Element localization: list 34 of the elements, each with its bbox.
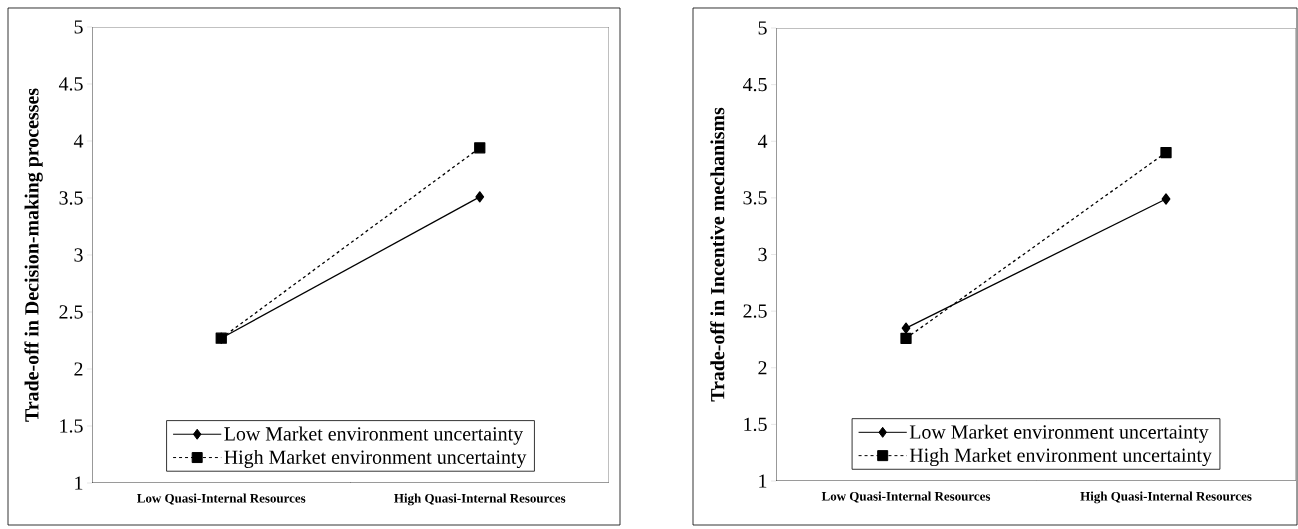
y-tick-label: 1.5 (744, 417, 767, 432)
y-tick-label: 2 (74, 362, 83, 376)
point (901, 322, 911, 334)
y-tick-label: 3 (758, 247, 767, 262)
y-tick-label: 3.5 (743, 191, 767, 205)
y-tick-label: 2.5 (59, 305, 83, 319)
y-tick-label: 4 (757, 134, 768, 148)
x-tick-label: Low Quasi-Internal Resources (137, 493, 306, 505)
point (474, 142, 486, 154)
y-tick-label: 3 (74, 248, 83, 262)
y-tick-label: 1.5 (60, 419, 83, 433)
y-tick-label: 2.5 (743, 304, 767, 318)
y-tick-label: 4.5 (742, 77, 767, 92)
y-tick-label: 1 (75, 476, 83, 490)
y-tick-label: 5 (758, 21, 767, 35)
x-tick-label: High Quasi-Internal Resources (1080, 491, 1252, 504)
y-tick-label: 1 (759, 474, 767, 488)
legend-label: Low Market environment uncertainty (909, 424, 1209, 443)
legend-label: Low Market environment uncertainty (224, 426, 524, 445)
point (1160, 146, 1172, 159)
x-tick-label: High Quasi-Internal Resources (394, 493, 566, 506)
point (900, 332, 912, 344)
legend-label: High Market environment uncertainty (909, 447, 1212, 467)
y-tick-label: 4.5 (58, 77, 83, 91)
point (1161, 193, 1171, 205)
legend-label: High Market environment uncertainty (224, 449, 527, 469)
y-axis-title: Trade-off in Incentive mechanisms (710, 107, 725, 402)
y-tick-label: 4 (73, 134, 84, 148)
y-axis-title: Trade-off in Decision-making processes (24, 88, 43, 422)
y-tick-label: 2 (758, 361, 767, 375)
point (475, 191, 485, 203)
x-tick-label: Low Quasi-Internal Resources (821, 491, 991, 503)
y-tick-label: 5 (74, 20, 83, 34)
y-tick-label: 3.5 (59, 191, 83, 205)
